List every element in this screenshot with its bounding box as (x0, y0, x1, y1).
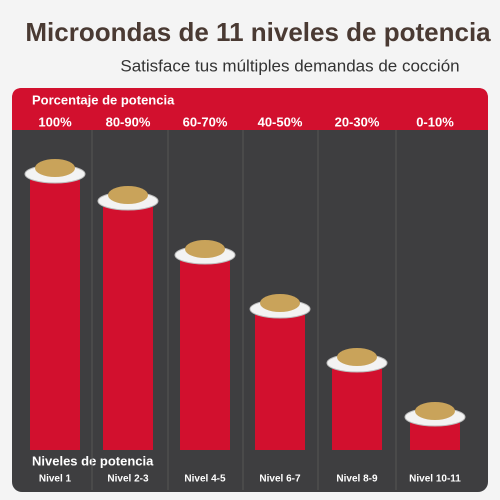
value-label: 40-50% (258, 114, 303, 129)
bar (180, 261, 230, 450)
value-label: 60-70% (183, 114, 228, 129)
x-tick-label: Nivel 2-3 (107, 474, 149, 485)
bar (103, 207, 153, 450)
food (108, 186, 148, 204)
value-label: 80-90% (106, 114, 151, 129)
x-tick-label: Nivel 6-7 (259, 474, 301, 485)
food (260, 294, 300, 312)
value-label: 20-30% (335, 114, 380, 129)
x-tick-label: Nivel 8-9 (336, 474, 378, 485)
bar (332, 369, 382, 450)
chart-title: Microondas de 11 niveles de potencia (25, 17, 491, 47)
x-axis-label: Niveles de potencia (32, 453, 154, 468)
food (337, 348, 377, 366)
header-band (12, 88, 488, 130)
x-tick-label: Nivel 10-11 (409, 474, 461, 485)
bar (255, 315, 305, 450)
x-tick-label: Nivel 1 (39, 474, 72, 485)
value-label: 100% (38, 114, 72, 129)
food (415, 402, 455, 420)
bar (410, 423, 460, 450)
food (185, 240, 225, 258)
x-tick-label: Nivel 4-5 (184, 474, 226, 485)
header-label: Porcentaje de potencia (32, 92, 175, 107)
bar (30, 180, 80, 450)
value-label: 0-10% (416, 114, 454, 129)
food (35, 159, 75, 177)
chart-subtitle: Satisface tus múltiples demandas de cocc… (120, 56, 459, 75)
